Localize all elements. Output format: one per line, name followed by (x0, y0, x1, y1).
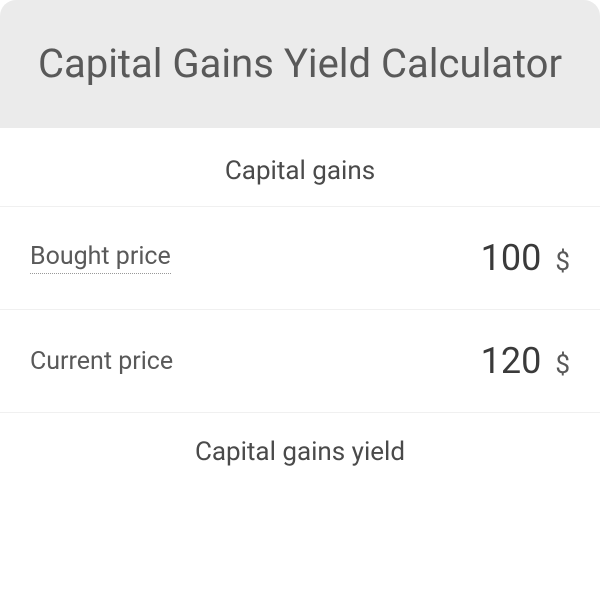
value-wrap-current-price: 120 $ (481, 340, 570, 382)
value-wrap-bought-price: 100 $ (481, 237, 570, 279)
unit-bought-price[interactable]: $ (555, 247, 570, 277)
calculator-container: Capital Gains Yield Calculator Capital g… (0, 0, 600, 600)
label-current-price: Current price (30, 347, 173, 376)
section-header-capital-gains-yield: Capital gains yield (0, 413, 600, 467)
calculator-title: Capital Gains Yield Calculator (30, 38, 570, 90)
label-bought-price[interactable]: Bought price (30, 242, 171, 274)
value-current-price[interactable]: 120 (481, 340, 542, 382)
unit-current-price[interactable]: $ (555, 350, 570, 380)
section-header-capital-gains: Capital gains (0, 128, 600, 207)
value-bought-price[interactable]: 100 (481, 237, 542, 279)
section-title-capital-gains: Capital gains (30, 156, 570, 186)
calculator-header: Capital Gains Yield Calculator (0, 0, 600, 128)
row-bought-price: Bought price 100 $ (0, 207, 600, 310)
row-current-price: Current price 120 $ (0, 310, 600, 413)
section-title-capital-gains-yield: Capital gains yield (30, 437, 570, 467)
